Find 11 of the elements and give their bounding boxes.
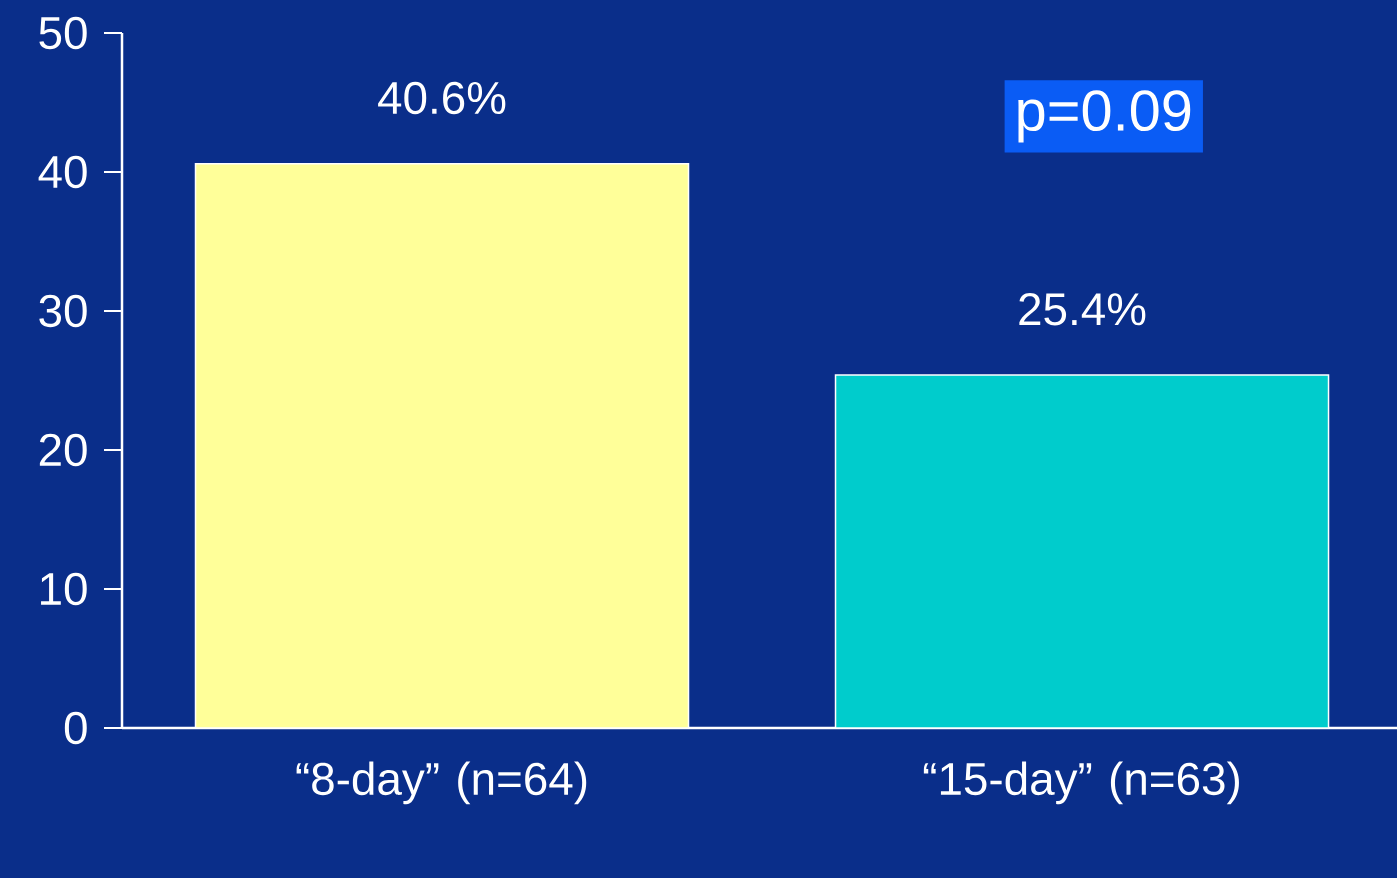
x-tick-label: “15-day” (n=63) — [923, 761, 1239, 805]
x-tick-label: “8-day” (n=64) — [296, 761, 587, 805]
data-label: 40.6% — [378, 81, 506, 115]
data-label: 25.4% — [1019, 293, 1146, 326]
y-tick-label: 30 — [39, 294, 87, 328]
y-tick-label: 10 — [41, 572, 87, 606]
y-tick-label: 20 — [39, 433, 87, 467]
y-tick-label: 0 — [64, 711, 87, 745]
annotation: p=0.09 — [1018, 90, 1191, 143]
y-tick-label: 50 — [39, 16, 87, 50]
y-tick-label: 40 — [38, 155, 87, 189]
